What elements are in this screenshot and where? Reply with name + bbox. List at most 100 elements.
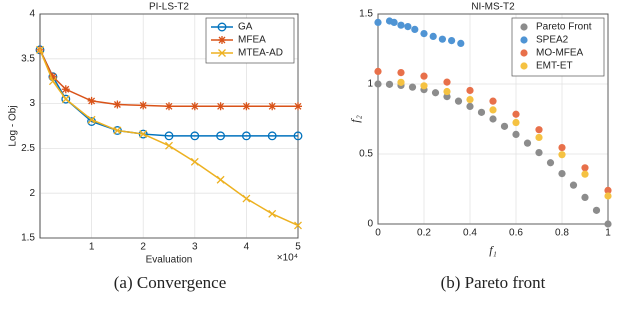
point xyxy=(535,126,543,134)
x-axis-label: f₁ xyxy=(489,243,497,257)
y-axis-label: Log - Obj xyxy=(8,105,19,146)
marker xyxy=(139,130,148,139)
point xyxy=(443,87,451,96)
series xyxy=(397,78,612,200)
series xyxy=(36,45,302,111)
x-multiplier: ×10⁴ xyxy=(277,253,298,264)
marker xyxy=(139,101,148,110)
legend-label: EMT-ET xyxy=(536,61,573,72)
point xyxy=(408,83,417,91)
marker xyxy=(48,72,57,81)
point xyxy=(385,80,394,88)
legend-label: SPEA2 xyxy=(536,35,569,46)
point xyxy=(466,95,474,104)
point xyxy=(374,18,382,26)
point xyxy=(420,29,428,38)
marker xyxy=(294,221,302,230)
point xyxy=(489,115,497,123)
point xyxy=(604,192,612,200)
point xyxy=(512,110,520,118)
point xyxy=(558,151,566,159)
y-tick-label: 4 xyxy=(29,9,35,20)
x-tick-label: 0.4 xyxy=(463,228,477,239)
point xyxy=(397,21,405,29)
marker xyxy=(190,131,200,141)
y-tick-label: 3 xyxy=(29,98,35,109)
x-tick-label: 3 xyxy=(192,242,198,253)
marker xyxy=(61,95,70,104)
marker xyxy=(216,102,225,111)
x-tick-label: 5 xyxy=(295,242,301,253)
point xyxy=(535,149,543,157)
marker xyxy=(87,115,96,124)
plot-frame xyxy=(39,13,299,239)
point xyxy=(604,186,612,194)
y-tick-label: 2 xyxy=(29,188,35,199)
x-tick-label: 1 xyxy=(89,242,95,253)
series xyxy=(374,17,465,48)
legend-swatch xyxy=(520,49,528,57)
marker xyxy=(165,102,173,111)
point xyxy=(443,93,451,101)
marker xyxy=(218,49,226,57)
point xyxy=(489,106,497,114)
marker xyxy=(241,131,251,141)
y-axis-label: f₂ xyxy=(348,115,362,123)
marker xyxy=(216,131,226,141)
point xyxy=(558,170,566,178)
series xyxy=(374,67,612,194)
point xyxy=(454,97,463,105)
marker xyxy=(217,22,227,32)
point xyxy=(420,72,428,80)
point xyxy=(500,122,509,130)
y-tick-label: 3.5 xyxy=(21,53,35,64)
legend-swatch xyxy=(520,36,528,44)
chart-title: PI-LS-T2 xyxy=(149,2,189,13)
caption: (a) Convergence xyxy=(114,273,227,292)
marker xyxy=(164,131,174,141)
x-tick-label: 1 xyxy=(605,228,611,239)
marker xyxy=(113,100,122,109)
caption: (b) Pareto front xyxy=(441,273,546,292)
point xyxy=(523,139,532,147)
x-tick-label: 0.2 xyxy=(417,228,431,239)
marker xyxy=(36,45,44,54)
point xyxy=(448,37,456,45)
marker xyxy=(165,141,173,150)
legend-swatch xyxy=(520,62,528,70)
point xyxy=(411,25,419,33)
plot-frame xyxy=(377,13,609,225)
point xyxy=(397,68,405,77)
legend-label: GA xyxy=(238,22,253,33)
point xyxy=(569,181,578,189)
point xyxy=(604,220,612,228)
point xyxy=(374,67,382,75)
point xyxy=(438,35,446,43)
legend-label: MO-MFEA xyxy=(536,48,584,59)
marker xyxy=(61,85,70,94)
point xyxy=(477,108,486,116)
marker xyxy=(293,131,303,141)
legend-label: Pareto Front xyxy=(536,22,592,33)
point xyxy=(404,23,412,31)
y-tick-label: 1.5 xyxy=(359,9,373,20)
point xyxy=(429,32,437,41)
marker xyxy=(216,175,225,184)
point xyxy=(512,118,520,127)
point xyxy=(431,89,440,97)
marker xyxy=(218,36,226,44)
point xyxy=(466,102,474,110)
legend-swatch xyxy=(520,23,528,31)
marker xyxy=(48,77,57,86)
marker xyxy=(268,209,277,218)
point xyxy=(397,78,405,86)
y-tick-label: 0.5 xyxy=(359,149,373,160)
y-tick-label: 1.5 xyxy=(21,233,35,244)
marker xyxy=(242,102,251,111)
x-tick-label: 0.8 xyxy=(555,228,569,239)
x-tick-label: 4 xyxy=(244,242,250,253)
point xyxy=(489,97,497,105)
point xyxy=(466,86,474,95)
point xyxy=(581,164,589,172)
x-tick-label: 0.6 xyxy=(509,228,523,239)
